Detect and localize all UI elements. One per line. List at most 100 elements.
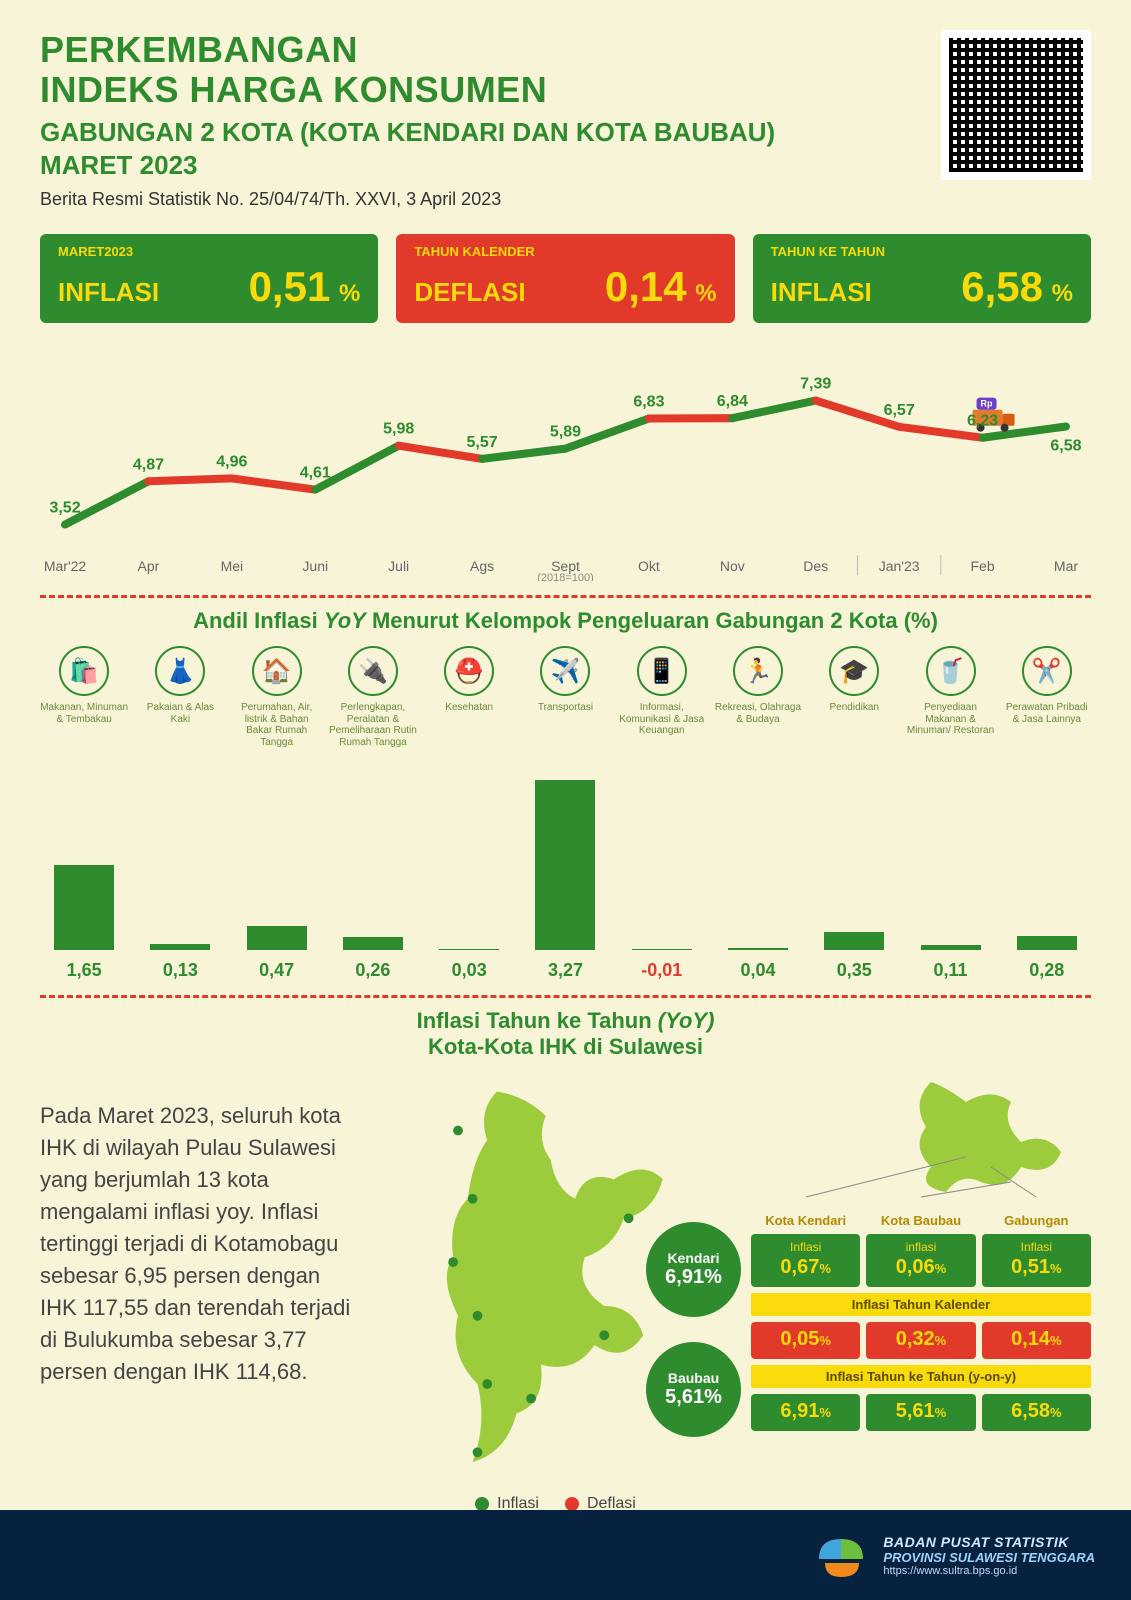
bar bbox=[921, 945, 981, 951]
svg-text:Apr: Apr bbox=[138, 558, 160, 574]
svg-text:Jan'23: Jan'23 bbox=[879, 558, 920, 574]
category-icon: 🛍️ bbox=[59, 646, 109, 696]
title-line4: MARET 2023 bbox=[40, 150, 1091, 181]
col-head: Kota Baubau bbox=[866, 1213, 975, 1228]
pill-word: INFLASI bbox=[771, 277, 872, 308]
category-icon: ✈️ bbox=[540, 646, 590, 696]
category-icon: 🏠 bbox=[252, 646, 302, 696]
andil-title: Andil Inflasi YoY Menurut Kelompok Penge… bbox=[40, 608, 1091, 634]
svg-text:5,98: 5,98 bbox=[383, 421, 414, 438]
bar-column bbox=[1003, 936, 1091, 951]
svg-text:Juli: Juli bbox=[388, 558, 409, 574]
divider bbox=[40, 995, 1091, 998]
bubble-value: 5,61% bbox=[665, 1386, 722, 1409]
svg-text:Mar'22: Mar'22 bbox=[44, 558, 87, 574]
stat-pills: MARET2023INFLASI0,51 %TAHUN KALENDERDEFL… bbox=[40, 234, 1091, 323]
category: 🔌Perlengkapan, Peralatan & Pemeliharaan … bbox=[329, 646, 417, 754]
bubble-baubau: Baubau 5,61% bbox=[646, 1342, 741, 1437]
svg-text:Des: Des bbox=[803, 558, 828, 574]
pill-top: MARET2023 bbox=[58, 244, 360, 259]
svg-text:6,58: 6,58 bbox=[1050, 438, 1081, 455]
bar-value: 0,47 bbox=[233, 960, 321, 981]
pill-value: 6,58 bbox=[961, 263, 1043, 310]
category-name: Informasi, Komunikasi & Jasa Keuangan bbox=[618, 702, 706, 754]
bubble-value: 6,91% bbox=[665, 1266, 722, 1289]
svg-text:(2018=100): (2018=100) bbox=[537, 572, 594, 581]
cell-value: 0,05% bbox=[755, 1328, 856, 1351]
svg-text:5,57: 5,57 bbox=[467, 434, 498, 451]
svg-text:3,52: 3,52 bbox=[49, 500, 80, 517]
yoy-title-pre: Inflasi Tahun ke Tahun bbox=[417, 1008, 658, 1033]
bps-logo bbox=[815, 1529, 867, 1581]
svg-text:4,87: 4,87 bbox=[133, 456, 164, 473]
svg-text:Mar: Mar bbox=[1054, 558, 1078, 574]
andil-title-ital: YoY bbox=[324, 608, 366, 633]
category: ⛑️Kesehatan bbox=[425, 646, 513, 754]
category-name: Rekreasi, Olahraga & Budaya bbox=[714, 702, 802, 754]
bar-value: 0,13 bbox=[136, 960, 224, 981]
category-icon: 🎓 bbox=[829, 646, 879, 696]
bar-column bbox=[425, 949, 513, 951]
grid-cell: 5,61% bbox=[866, 1394, 975, 1431]
bar bbox=[632, 949, 692, 950]
category-name: Perlengkapan, Peralatan & Pemeliharaan R… bbox=[329, 702, 417, 754]
pill-top: TAHUN KALENDER bbox=[414, 244, 716, 259]
pill-pct: % bbox=[332, 280, 360, 307]
cell-label: Inflasi bbox=[755, 1240, 856, 1254]
category-name: Makanan, Minuman & Tembakau bbox=[40, 702, 128, 754]
category: ✈️Transportasi bbox=[521, 646, 609, 754]
andil-title-post: Menurut Kelompok Pengeluaran Gabungan 2 … bbox=[366, 608, 938, 633]
bar-values: 1,650,130,470,260,033,27-0,010,040,350,1… bbox=[40, 960, 1091, 981]
bar bbox=[824, 932, 884, 950]
yoy-title-line2: Kota-Kota IHK di Sulawesi bbox=[428, 1034, 703, 1059]
footer-l1: BADAN PUSAT STATISTIK bbox=[883, 1534, 1095, 1550]
bar bbox=[728, 948, 788, 950]
bubble-name: Baubau bbox=[668, 1370, 719, 1386]
subtitle: Berita Resmi Statistik No. 25/04/74/Th. … bbox=[40, 189, 1091, 210]
grid-cell: 0,14% bbox=[982, 1322, 1091, 1359]
yoy-title: Inflasi Tahun ke Tahun (YoY) Kota-Kota I… bbox=[40, 1008, 1091, 1060]
grid-cell: Inflasi0,51% bbox=[982, 1234, 1091, 1287]
bar-column bbox=[810, 932, 898, 950]
bar bbox=[1017, 936, 1077, 951]
bar bbox=[54, 865, 114, 951]
grid-cell: 0,32% bbox=[866, 1322, 975, 1359]
title-line1: PERKEMBANGAN bbox=[40, 30, 1091, 70]
category: 🥤Penyediaan Makanan & Minuman/ Restoran bbox=[906, 646, 994, 754]
cell-value: 0,06% bbox=[870, 1256, 971, 1279]
category: 🎓Pendidikan bbox=[810, 646, 898, 754]
pill-word: INFLASI bbox=[58, 277, 159, 308]
category-icon: ✂️ bbox=[1022, 646, 1072, 696]
category-name: Penyediaan Makanan & Minuman/ Restoran bbox=[906, 702, 994, 754]
bar-value: 3,27 bbox=[521, 960, 609, 981]
bar-column bbox=[521, 780, 609, 950]
svg-text:Mei: Mei bbox=[221, 558, 244, 574]
cell-value: 5,61% bbox=[870, 1400, 971, 1423]
pill-value: 0,14 bbox=[605, 263, 687, 310]
bar-value: 0,28 bbox=[1003, 960, 1091, 981]
bar bbox=[535, 780, 595, 950]
bar-column bbox=[40, 865, 128, 951]
line-chart: Rp 3,524,874,964,615,985,575,896,836,847… bbox=[40, 351, 1091, 581]
grid-bar: Inflasi Tahun ke Tahun (y-on-y) bbox=[751, 1365, 1091, 1388]
grid-cell: 6,58% bbox=[982, 1394, 1091, 1431]
svg-text:Juni: Juni bbox=[302, 558, 328, 574]
svg-text:6,57: 6,57 bbox=[884, 402, 915, 419]
bar-chart bbox=[40, 760, 1091, 950]
cell-label: Inflasi bbox=[986, 1240, 1087, 1254]
bar bbox=[247, 926, 307, 950]
category-icon: 🏃 bbox=[733, 646, 783, 696]
grid-row: 0,05% 0,32%0,14% bbox=[751, 1322, 1091, 1359]
category-icon: 📱 bbox=[637, 646, 687, 696]
svg-text:7,39: 7,39 bbox=[800, 376, 831, 393]
category: 👗Pakaian & Alas Kaki bbox=[136, 646, 224, 754]
dot-icon bbox=[475, 1497, 489, 1511]
bar-column bbox=[906, 945, 994, 951]
svg-text:Okt: Okt bbox=[638, 558, 660, 574]
map-column: Kendari 6,91% Baubau 5,61% Inflasi Defla… bbox=[380, 1072, 731, 1513]
bar-column bbox=[233, 926, 321, 950]
footer: BADAN PUSAT STATISTIK PROVINSI SULAWESI … bbox=[0, 1510, 1131, 1600]
grid-bar: Inflasi Tahun Kalender bbox=[751, 1293, 1091, 1316]
svg-text:Feb: Feb bbox=[971, 558, 995, 574]
svg-text:Ags: Ags bbox=[470, 558, 494, 574]
